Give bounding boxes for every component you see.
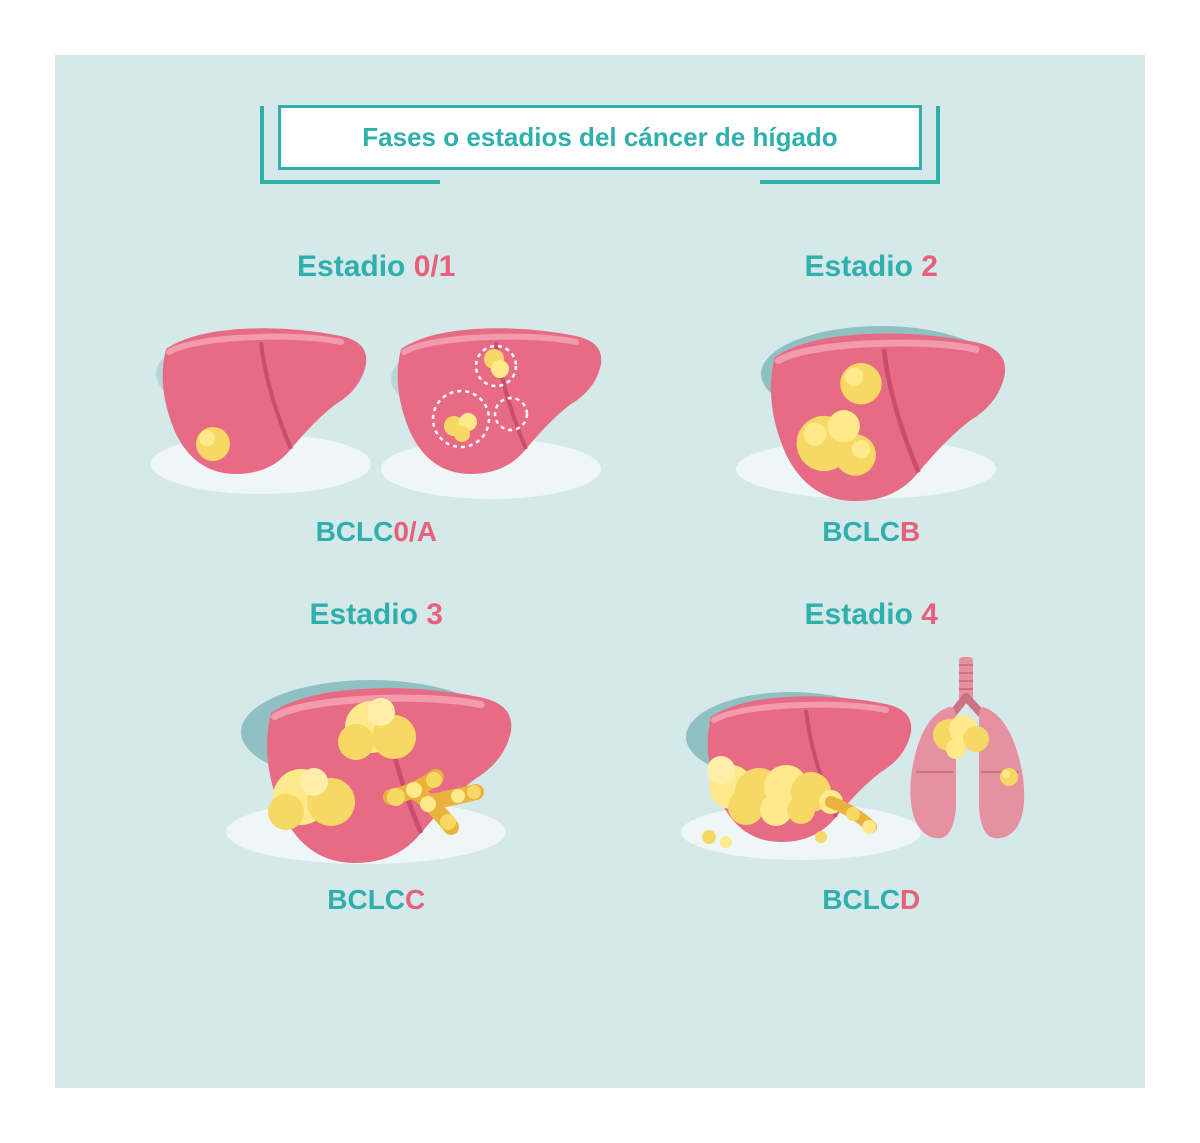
stage-title-accent: 2 <box>921 250 938 283</box>
liver-stage-0-1-svg <box>141 294 611 504</box>
stage-sub-prefix: BCLC <box>822 884 900 915</box>
stage-subtitle: BCLCC <box>327 884 425 916</box>
stage-sub-accent: B <box>900 516 920 547</box>
stage-2: Estadio 2 <box>658 250 1086 548</box>
stage-title-accent: 0/1 <box>414 250 456 283</box>
stage-sub-prefix: BCLC <box>822 516 900 547</box>
lungs-icon <box>911 657 1025 838</box>
stage-subtitle: BCLCD <box>822 884 920 916</box>
stage-title: Estadio 3 <box>310 598 443 632</box>
title-box: Fases o estadios del cáncer de hígado <box>278 105 922 170</box>
stage-title-accent: 3 <box>426 598 443 631</box>
title-container: Fases o estadios del cáncer de hígado <box>260 105 940 170</box>
stage-sub-accent: 0/A <box>393 516 437 547</box>
stage-subtitle: BCLC0/A <box>316 516 437 548</box>
stage-illustration <box>671 642 1071 872</box>
liver-stage-2-svg <box>711 294 1031 504</box>
stage-illustration <box>711 294 1031 504</box>
stage-title-accent: 4 <box>921 598 938 631</box>
stage-sub-accent: C <box>405 884 425 915</box>
stage-title-prefix: Estadio <box>297 250 414 283</box>
stage-3: Estadio 3 <box>115 598 638 916</box>
stage-subtitle: BCLCB <box>822 516 920 548</box>
stage-sub-prefix: BCLC <box>327 884 405 915</box>
stage-4: Estadio 4 <box>658 598 1086 916</box>
stage-illustration <box>141 294 611 504</box>
stages-grid: Estadio 0/1 <box>55 230 1145 956</box>
stage-title: Estadio 4 <box>805 598 938 632</box>
liver-stage-3-svg <box>196 642 556 872</box>
title-text: Fases o estadios del cáncer de hígado <box>362 122 837 152</box>
stage-title-prefix: Estadio <box>310 598 427 631</box>
stage-title: Estadio 0/1 <box>297 250 455 284</box>
stage-0-1: Estadio 0/1 <box>115 250 638 548</box>
infographic-panel: Fases o estadios del cáncer de hígado Es… <box>55 55 1145 1088</box>
liver-stage-4-svg <box>671 642 1071 872</box>
stage-title-prefix: Estadio <box>805 250 922 283</box>
stage-sub-prefix: BCLC <box>316 516 394 547</box>
stage-sub-accent: D <box>900 884 920 915</box>
stage-illustration <box>196 642 556 872</box>
stage-title: Estadio 2 <box>805 250 938 284</box>
stage-title-prefix: Estadio <box>805 598 922 631</box>
